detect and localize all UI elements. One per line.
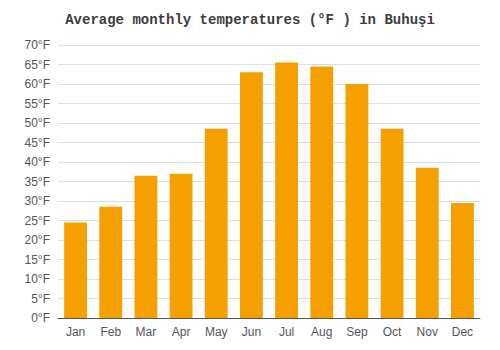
svg-text:45°F: 45°F [25, 136, 50, 150]
svg-text:40°F: 40°F [25, 155, 50, 169]
svg-text:50°F: 50°F [25, 116, 50, 130]
svg-text:Apr: Apr [172, 325, 191, 339]
svg-text:15°F: 15°F [25, 253, 50, 267]
svg-text:Aug: Aug [311, 325, 332, 339]
svg-text:10°F: 10°F [25, 272, 50, 286]
svg-text:65°F: 65°F [25, 58, 50, 72]
svg-text:Jul: Jul [279, 325, 294, 339]
svg-text:Nov: Nov [417, 325, 438, 339]
svg-text:May: May [205, 325, 228, 339]
svg-text:60°F: 60°F [25, 77, 50, 91]
svg-text:Jun: Jun [242, 325, 261, 339]
svg-text:Dec: Dec [452, 325, 473, 339]
svg-text:70°F: 70°F [25, 38, 50, 52]
svg-text:25°F: 25°F [25, 214, 50, 228]
svg-text:Mar: Mar [136, 325, 157, 339]
svg-text:0°F: 0°F [31, 311, 50, 325]
svg-text:Sep: Sep [346, 325, 368, 339]
svg-text:5°F: 5°F [31, 292, 50, 306]
svg-text:Oct: Oct [383, 325, 402, 339]
svg-text:Feb: Feb [100, 325, 121, 339]
svg-text:Jan: Jan [66, 325, 85, 339]
svg-text:35°F: 35°F [25, 175, 50, 189]
svg-text:20°F: 20°F [25, 233, 50, 247]
svg-text:Average monthly temperatures (: Average monthly temperatures (°F ) in Bu… [65, 12, 435, 28]
svg-text:55°F: 55°F [25, 97, 50, 111]
svg-text:30°F: 30°F [25, 194, 50, 208]
